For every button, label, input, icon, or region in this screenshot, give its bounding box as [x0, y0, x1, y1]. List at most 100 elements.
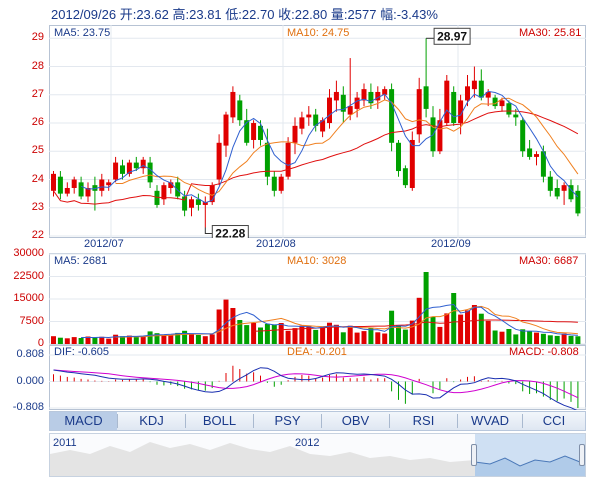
x-label-jul: 2012/07	[84, 238, 124, 250]
y-tick-label: 25	[31, 144, 44, 157]
high-label: 高:	[172, 7, 190, 22]
candle-body	[554, 187, 560, 197]
tab-obv[interactable]: OBV	[341, 413, 370, 428]
tab-cci[interactable]: CCI	[542, 413, 566, 428]
candle-body	[264, 142, 270, 177]
volume-bar	[430, 317, 436, 344]
volume-bar	[51, 336, 56, 344]
tab-divider	[185, 414, 186, 428]
y-tick-label: 30000	[13, 247, 44, 259]
volume-bar	[554, 335, 560, 344]
candle-body	[354, 97, 360, 109]
callout-line	[204, 227, 213, 235]
volume-bar	[568, 335, 574, 344]
tab-wvad[interactable]: WVAD	[470, 413, 510, 428]
candle-body	[451, 91, 457, 124]
volume-bar	[133, 337, 139, 344]
tab-divider	[389, 414, 390, 428]
candle-body	[478, 80, 484, 98]
y-tick-label: 29	[31, 31, 44, 44]
candle-body	[182, 196, 188, 211]
volume-bar	[485, 320, 491, 344]
volume-bar	[416, 297, 422, 344]
x-label-aug: 2012/08	[256, 238, 296, 250]
close-value: 22.80	[294, 7, 328, 22]
candle-body	[99, 179, 105, 191]
max-callout-box	[433, 27, 471, 45]
y-tick-label: 26	[31, 116, 44, 129]
candle-body	[368, 91, 374, 104]
candle-body	[120, 165, 125, 174]
open-value: 23.62	[136, 7, 169, 22]
min-callout-label: 22.28	[215, 227, 245, 238]
y-tick-label: 27	[31, 87, 44, 100]
candle-body	[175, 182, 181, 197]
volume-bar	[175, 332, 181, 344]
candle-body	[568, 185, 574, 200]
volume-bar	[451, 293, 457, 344]
tab-rsi[interactable]: RSI	[412, 413, 435, 428]
candle-body	[547, 176, 553, 191]
candle-body	[561, 185, 567, 191]
volume-bar	[251, 323, 257, 344]
volume-bar	[575, 336, 581, 344]
candle-body	[513, 114, 519, 118]
candle-body	[320, 120, 326, 132]
volume-bar	[99, 336, 105, 344]
volume-bar	[347, 325, 353, 344]
tab-divider	[321, 414, 322, 428]
quote-date: 2012/09/26	[51, 7, 117, 22]
dif-line	[53, 367, 578, 410]
candle-body	[168, 182, 174, 188]
volume-bar	[465, 310, 470, 344]
candle-body	[313, 114, 319, 126]
volume-bar	[92, 337, 98, 344]
candle-body	[251, 123, 257, 140]
change-value: -3.43%	[396, 7, 438, 22]
tab-macd[interactable]: MACD	[50, 412, 117, 430]
volume-bar	[396, 325, 401, 344]
volume-bar	[409, 320, 415, 344]
macd-chart	[49, 345, 586, 410]
candle-body	[506, 103, 512, 115]
candle-body	[444, 80, 450, 124]
candle-body	[540, 151, 546, 177]
candle-body	[278, 176, 284, 191]
tab-psy[interactable]: PSY	[274, 413, 301, 428]
candle-body	[333, 91, 339, 101]
volume-bar	[333, 324, 339, 344]
volume-bar	[471, 305, 477, 344]
candle-body	[465, 86, 470, 101]
candle-body	[347, 106, 353, 115]
indicator-tabs: MACD KDJ BOLL PSY OBV RSI WVAD CCI	[49, 411, 586, 431]
volume-ma5-legend: MA5: 2681	[54, 255, 108, 267]
volume-bar	[71, 337, 77, 344]
volume-label: 量:	[330, 7, 348, 22]
volume-bar	[64, 338, 70, 344]
volume-bar	[85, 336, 91, 344]
candle-body	[520, 120, 526, 152]
candle-body	[340, 94, 346, 112]
dif-legend: DIF: -0.605	[54, 346, 110, 358]
range-navigator[interactable]: 2011 2012	[49, 433, 586, 477]
volume-ma30-line	[253, 319, 578, 332]
volume-bar	[216, 309, 222, 344]
y-tick-label: 28	[31, 59, 44, 72]
macd-legend: MACD: -0.808	[509, 346, 579, 358]
volume-bar	[368, 327, 374, 344]
candle-body	[71, 179, 77, 188]
high-value: 23.81	[189, 7, 222, 22]
tab-kdj[interactable]: KDJ	[139, 413, 164, 428]
tab-divider	[117, 414, 118, 428]
y-tick-label: -0.808	[12, 401, 44, 413]
volume-bar	[458, 314, 464, 344]
tab-boll[interactable]: BOLL	[202, 413, 237, 428]
volume-bar	[499, 331, 505, 344]
volume-bar	[258, 327, 263, 344]
candle-body	[140, 159, 146, 169]
navigator-label-2012: 2012	[295, 437, 320, 449]
navigator-left-handle[interactable]	[471, 444, 477, 466]
navigator-right-handle[interactable]	[579, 444, 585, 466]
candle-body	[437, 120, 443, 152]
y-tick-label: 0.808	[16, 348, 44, 360]
